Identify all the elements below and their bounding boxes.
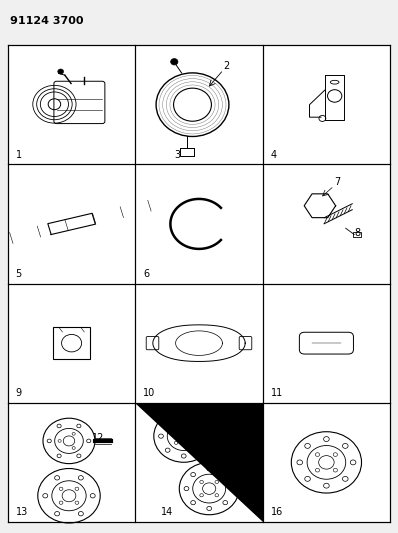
Text: 9: 9 (16, 388, 22, 398)
Text: 15: 15 (227, 409, 240, 418)
Text: 16: 16 (271, 507, 283, 518)
Text: 13: 13 (16, 507, 28, 518)
Text: 12: 12 (92, 433, 105, 443)
Polygon shape (135, 403, 263, 522)
Bar (263, 164, 390, 284)
Bar (353, 232, 361, 237)
Circle shape (58, 69, 64, 74)
Bar (135, 45, 263, 164)
Text: 2: 2 (223, 61, 230, 71)
Text: 7: 7 (334, 177, 340, 187)
Bar (135, 164, 263, 284)
Text: 14: 14 (161, 507, 173, 518)
Text: 8: 8 (354, 228, 360, 238)
Bar (8, 164, 135, 284)
Bar (8, 284, 135, 403)
Text: 11: 11 (271, 388, 283, 398)
Bar (263, 284, 390, 403)
Bar (8, 403, 135, 522)
Bar (263, 403, 390, 522)
Bar (263, 45, 390, 164)
Text: 6: 6 (143, 269, 149, 279)
Text: 10: 10 (143, 388, 155, 398)
Bar (135, 284, 263, 403)
Text: 1: 1 (16, 150, 22, 160)
Text: 91124 3700: 91124 3700 (10, 16, 84, 26)
Text: 4: 4 (271, 150, 277, 160)
Bar (53, 327, 90, 359)
Circle shape (171, 59, 178, 65)
Text: 3: 3 (174, 150, 180, 160)
Bar (8, 45, 135, 164)
Bar (135, 403, 263, 522)
Text: 5: 5 (16, 269, 22, 279)
Bar (180, 148, 194, 156)
